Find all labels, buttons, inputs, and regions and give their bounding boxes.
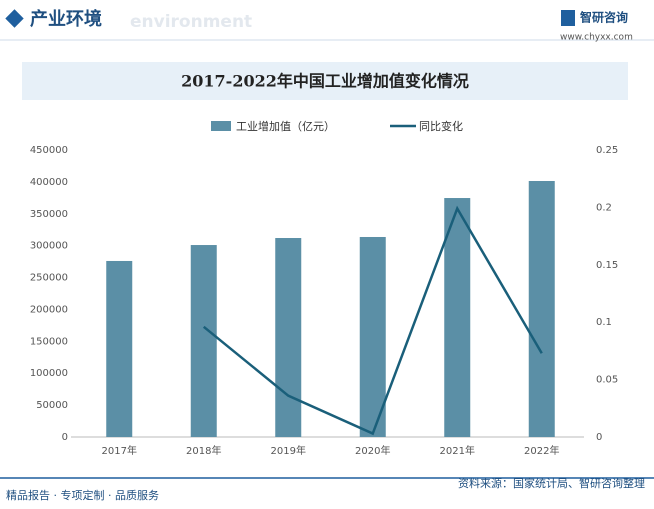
y-tick-label: 350000 xyxy=(30,209,68,220)
line xyxy=(202,205,543,436)
bar xyxy=(106,260,133,437)
logo xyxy=(561,10,575,26)
title-box xyxy=(22,62,628,100)
bar xyxy=(528,180,555,437)
x-tick-label: 2021年 xyxy=(440,444,475,457)
y-tick-label: 0 xyxy=(62,432,68,443)
y2-tick-label: 0.15 xyxy=(596,260,618,271)
x-tick-label: 2017年 xyxy=(102,444,137,457)
section-title: 产业环境 xyxy=(30,8,102,30)
section-en: environment xyxy=(130,12,252,32)
bar xyxy=(359,236,386,437)
legend-swatch xyxy=(211,121,231,131)
y-tick-label: 50000 xyxy=(36,400,68,411)
y-tick-label: 300000 xyxy=(30,241,68,252)
y2-tick-label: 0.05 xyxy=(596,375,618,386)
y-tick-label: 150000 xyxy=(30,336,68,347)
y-tick-label: 100000 xyxy=(30,368,68,379)
footer-slogan: 精品报告 · 专项定制 · 品质服务 xyxy=(6,488,159,502)
y-tick-label: 400000 xyxy=(30,177,68,188)
bar xyxy=(444,198,471,437)
footer-source: 资料来源：国家统计局、智研咨询整理 xyxy=(458,476,645,490)
legend-label: 工业增加值（亿元） xyxy=(236,119,335,133)
x-tick-label: 2019年 xyxy=(271,444,306,457)
y2-tick-label: 0.1 xyxy=(596,317,612,328)
y2-tick-label: 0 xyxy=(596,432,602,443)
y-tick-label: 200000 xyxy=(30,304,68,315)
y-tick-label: 250000 xyxy=(30,273,68,284)
y-tick-label: 450000 xyxy=(30,145,68,156)
x-tick-label: 2020年 xyxy=(355,444,390,457)
chart-title: 2017-2022年中国工业增加值变化情况 xyxy=(181,72,469,91)
y2-tick-label: 0.25 xyxy=(596,145,618,156)
bar xyxy=(275,238,302,437)
x-tick-label: 2022年 xyxy=(524,444,559,457)
x-tick-label: 2018年 xyxy=(186,444,221,457)
y2-tick-label: 0.2 xyxy=(596,202,612,213)
brand: 智研咨询 xyxy=(579,10,628,25)
bar xyxy=(190,245,217,437)
url: www.chyxx.com xyxy=(560,33,633,43)
legend-label: 同比变化 xyxy=(419,119,463,133)
